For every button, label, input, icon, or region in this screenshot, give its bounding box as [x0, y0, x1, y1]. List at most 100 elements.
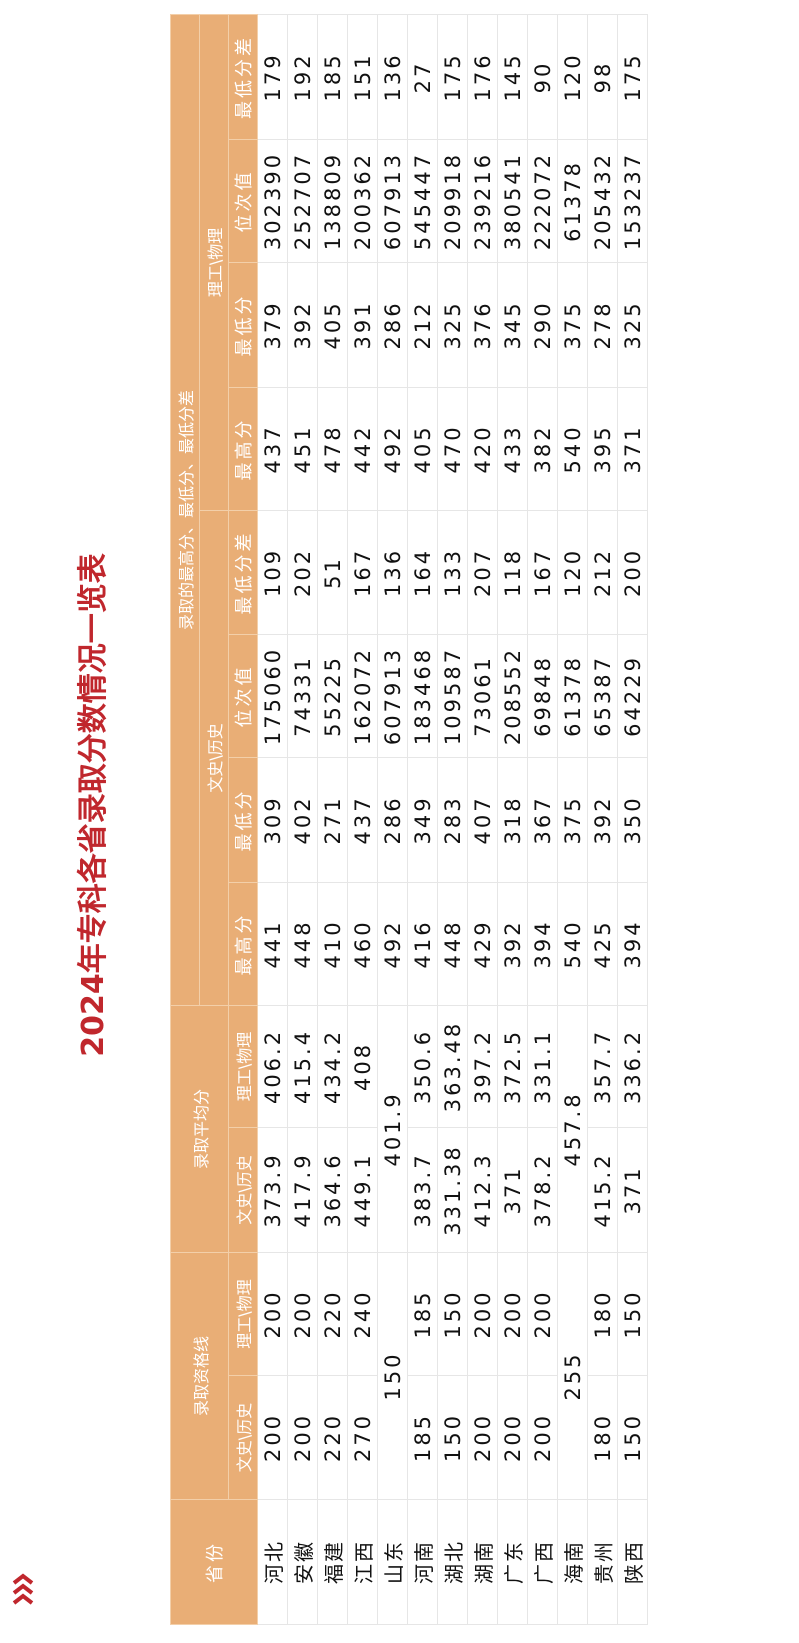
province-cell: 山东 [377, 1499, 408, 1625]
qualify-wen-cell: 180 [587, 1375, 618, 1500]
li-diff-cell: 185 [317, 14, 348, 140]
wen-rank-cell: 74331 [287, 634, 318, 758]
li-rank-cell: 153237 [617, 139, 648, 263]
li-min-cell: 290 [527, 262, 558, 388]
province-cell: 河北 [257, 1499, 288, 1625]
li-rank-cell: 545447 [407, 139, 438, 263]
average-wen-cell: 378.2 [527, 1127, 558, 1253]
header-province: 省份 [170, 1499, 258, 1625]
li-diff-cell: 151 [347, 14, 378, 140]
table-row: 福建 220 220 364.6 434.2 410 271 55225 51 478 405 138… [317, 14, 348, 1625]
wen-rank-cell: 65387 [587, 634, 618, 758]
qualify-wen-cell: 200 [467, 1375, 498, 1500]
average-li-cell: 434.2 [317, 1005, 348, 1128]
score-table-container: 省份 录取资格线 录取平均分 录取的最高分、最低分、最低分差 文史\历史 理工\… [170, 14, 648, 1625]
li-rank-cell: 209918 [437, 139, 468, 263]
header-li-diff: 最低分差 [228, 14, 258, 140]
wen-max-cell: 448 [437, 882, 468, 1006]
li-rank-cell: 607913 [377, 139, 408, 263]
li-max-cell: 382 [527, 387, 558, 511]
province-cell: 安徽 [287, 1499, 318, 1625]
province-cell: 广东 [497, 1499, 528, 1625]
average-li-cell: 363.48 [437, 1005, 468, 1128]
li-min-cell: 325 [437, 262, 468, 388]
header-range-li: 理工\物理 [199, 14, 229, 511]
header-qualify-li: 理工\物理 [228, 1252, 258, 1376]
li-max-cell: 442 [347, 387, 378, 511]
qualify-merged-cell: 150 [377, 1252, 408, 1500]
wen-min-cell: 375 [557, 757, 588, 883]
li-diff-cell: 145 [497, 14, 528, 140]
qualify-wen-cell: 270 [347, 1375, 378, 1500]
wen-max-cell: 448 [287, 882, 318, 1006]
wen-diff-cell: 167 [527, 510, 558, 635]
province-cell: 河南 [407, 1499, 438, 1625]
province-cell: 湖南 [467, 1499, 498, 1625]
li-min-cell: 392 [287, 262, 318, 388]
qualify-wen-cell: 200 [497, 1375, 528, 1500]
province-cell: 江西 [347, 1499, 378, 1625]
wen-diff-cell: 133 [437, 510, 468, 635]
li-rank-cell: 200362 [347, 139, 378, 263]
qualify-wen-cell: 200 [527, 1375, 558, 1500]
average-li-cell: 406.2 [257, 1005, 288, 1128]
li-rank-cell: 222072 [527, 139, 558, 263]
wen-min-cell: 407 [467, 757, 498, 883]
li-diff-cell: 98 [587, 14, 618, 140]
average-li-cell: 336.2 [617, 1005, 648, 1128]
wen-diff-cell: 164 [407, 510, 438, 635]
header-range: 录取的最高分、最低分、最低分差 [170, 14, 200, 1006]
average-li-cell: 408 [347, 1005, 378, 1128]
wen-max-cell: 429 [467, 882, 498, 1006]
average-li-cell: 372.5 [497, 1005, 528, 1128]
li-diff-cell: 175 [617, 14, 648, 140]
score-table: 省份 录取资格线 录取平均分 录取的最高分、最低分、最低分差 文史\历史 理工\… [170, 14, 648, 1625]
header-wen-rank: 位次值 [228, 634, 258, 758]
qualify-li-cell: 200 [257, 1252, 288, 1376]
header-wen-diff: 最低分差 [228, 510, 258, 635]
li-min-cell: 405 [317, 262, 348, 388]
province-cell: 贵州 [587, 1499, 618, 1625]
table-row: 安徽 200 200 417.9 415.4 448 402 74331 202 451 392 25… [287, 14, 318, 1625]
li-max-cell: 540 [557, 387, 588, 511]
wen-min-cell: 318 [497, 757, 528, 883]
li-min-cell: 345 [497, 262, 528, 388]
wen-min-cell: 283 [437, 757, 468, 883]
wen-diff-cell: 200 [617, 510, 648, 635]
li-diff-cell: 179 [257, 14, 288, 140]
qualify-wen-cell: 200 [257, 1375, 288, 1500]
qualify-li-cell: 180 [587, 1252, 618, 1376]
average-wen-cell: 364.6 [317, 1127, 348, 1253]
header-wen-max: 最高分 [228, 882, 258, 1006]
li-diff-cell: 136 [377, 14, 408, 140]
average-li-cell: 350.6 [407, 1005, 438, 1128]
li-rank-cell: 302390 [257, 139, 288, 263]
average-wen-cell: 373.9 [257, 1127, 288, 1253]
average-merged-cell: 401.9 [377, 1005, 408, 1253]
li-min-cell: 212 [407, 262, 438, 388]
li-max-cell: 492 [377, 387, 408, 511]
header-range-wen: 文史\历史 [199, 510, 229, 1006]
qualify-li-cell: 200 [467, 1252, 498, 1376]
table-row: 陕西 150 150 371 336.2 394 350 64229 200 371 325 1532… [617, 14, 648, 1625]
wen-max-cell: 441 [257, 882, 288, 1006]
page-title: 2024年专科各省录取分数情况一览表 [76, 553, 111, 1057]
li-min-cell: 286 [377, 262, 408, 388]
wen-min-cell: 392 [587, 757, 618, 883]
li-min-cell: 391 [347, 262, 378, 388]
wen-diff-cell: 109 [257, 510, 288, 635]
wen-diff-cell: 207 [467, 510, 498, 635]
li-rank-cell: 61378 [557, 139, 588, 263]
wen-rank-cell: 64229 [617, 634, 648, 758]
average-li-cell: 331.1 [527, 1005, 558, 1128]
qualify-merged-cell: 255 [557, 1252, 588, 1500]
li-min-cell: 278 [587, 262, 618, 388]
wen-min-cell: 286 [377, 757, 408, 883]
li-max-cell: 478 [317, 387, 348, 511]
li-rank-cell: 239216 [467, 139, 498, 263]
li-max-cell: 420 [467, 387, 498, 511]
qualify-li-cell: 200 [527, 1252, 558, 1376]
province-cell: 湖北 [437, 1499, 468, 1625]
li-diff-cell: 192 [287, 14, 318, 140]
average-li-cell: 357.7 [587, 1005, 618, 1128]
